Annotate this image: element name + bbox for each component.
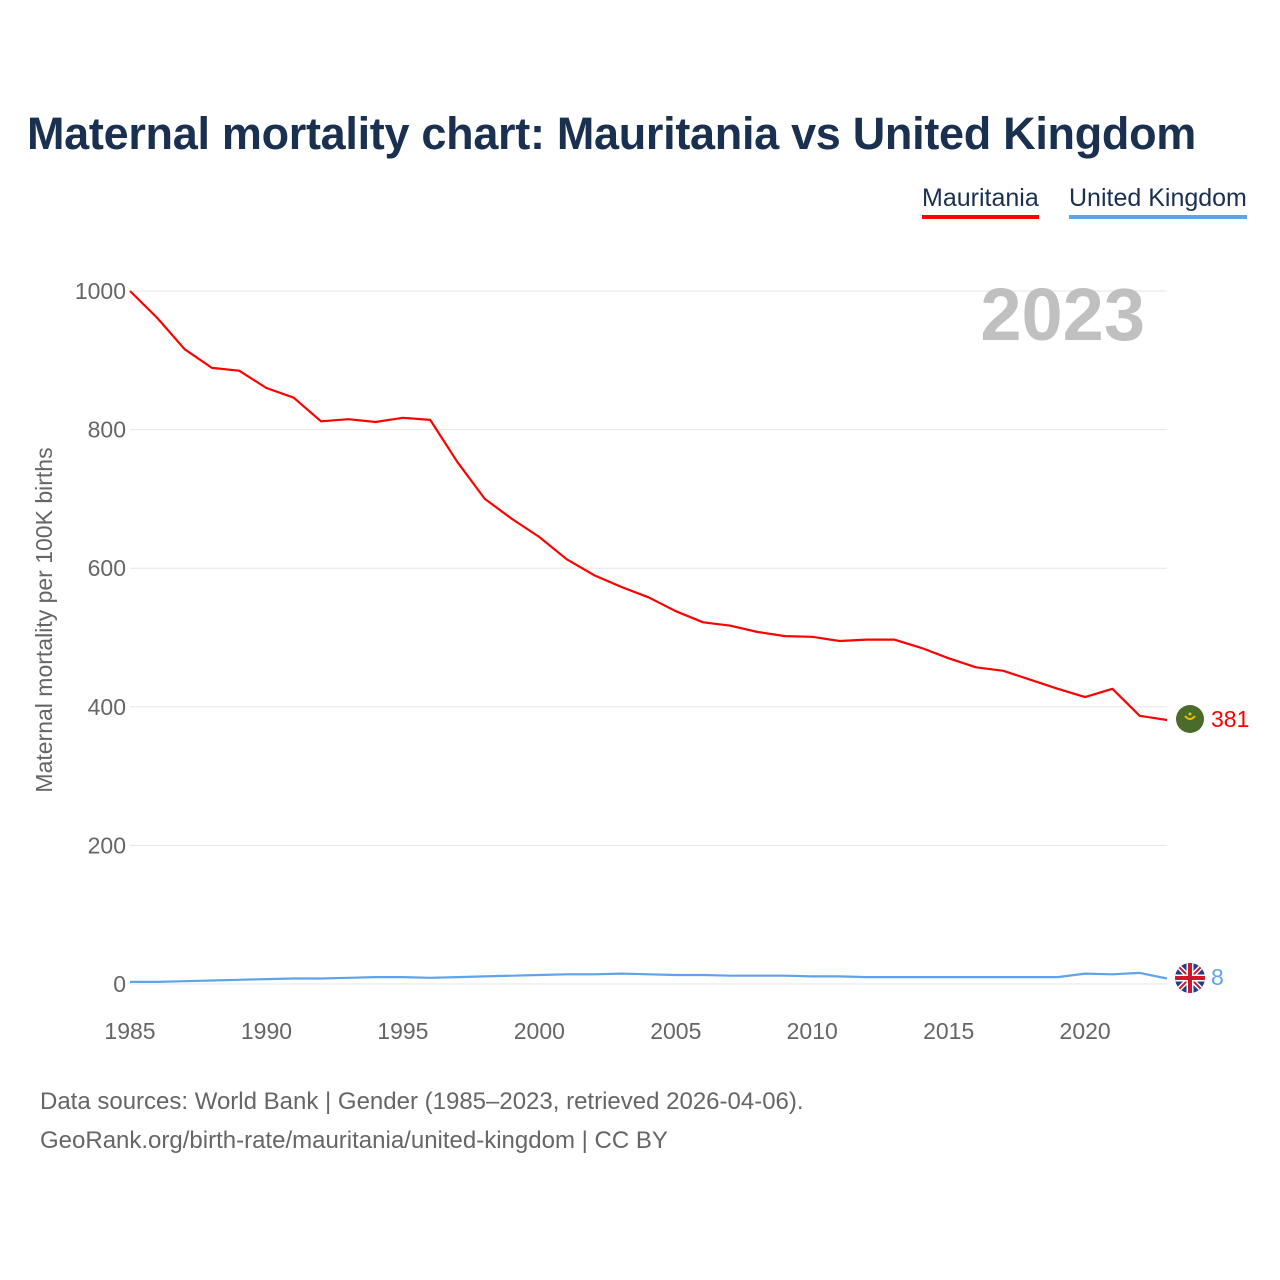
x-tick-label: 2000 bbox=[514, 1018, 565, 1044]
x-tick-label: 1985 bbox=[104, 1018, 155, 1044]
legend-mauritania[interactable]: Mauritania bbox=[922, 184, 1039, 219]
y-tick-label: 0 bbox=[113, 971, 126, 997]
y-tick-label: 1000 bbox=[75, 278, 126, 304]
year-watermark: 2023 bbox=[980, 273, 1145, 356]
y-axis-label: Maternal mortality per 100K births bbox=[31, 447, 57, 792]
legend-united-kingdom[interactable]: United Kingdom bbox=[1069, 184, 1247, 219]
x-tick-label: 1995 bbox=[377, 1018, 428, 1044]
x-tick-label: 2020 bbox=[1060, 1018, 1111, 1044]
chart-title: Maternal mortality chart: Mauritania vs … bbox=[27, 108, 1196, 159]
footer-link[interactable]: GeoRank.org/birth-rate/mauritania/united… bbox=[40, 1127, 668, 1154]
y-tick-label: 800 bbox=[88, 417, 126, 443]
y-tick-label: 600 bbox=[88, 555, 126, 581]
x-tick-label: 1990 bbox=[241, 1018, 292, 1044]
united-kingdom-flag-icon bbox=[1175, 963, 1205, 993]
x-tick-label: 2005 bbox=[650, 1018, 701, 1044]
y-tick-label: 200 bbox=[88, 832, 126, 858]
footer-sources: Data sources: World Bank | Gender (1985–… bbox=[40, 1088, 804, 1115]
united-kingdom-end-label: 8 bbox=[1211, 964, 1224, 990]
y-tick-label: 400 bbox=[88, 694, 126, 720]
mauritania-end-label: 381 bbox=[1211, 706, 1249, 732]
x-tick-label: 2015 bbox=[923, 1018, 974, 1044]
series-line-united-kingdom bbox=[130, 971, 1168, 983]
x-tick-label: 2010 bbox=[787, 1018, 838, 1044]
series-line-mauritania bbox=[129, 290, 1168, 722]
mauritania-flag-icon bbox=[1176, 705, 1204, 733]
